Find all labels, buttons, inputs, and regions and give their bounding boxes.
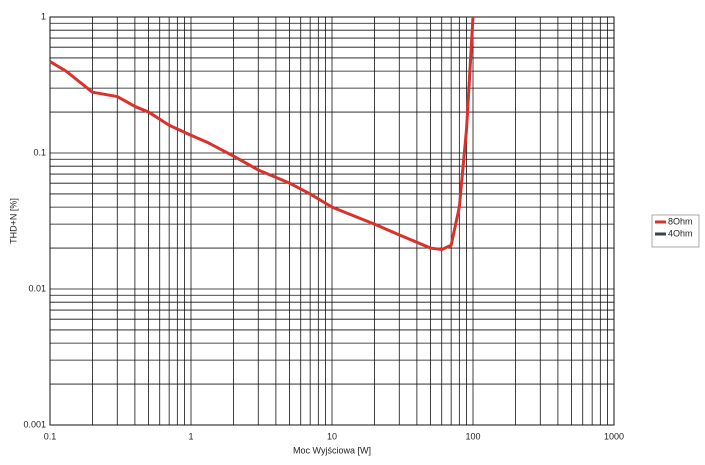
y-axis-title: THD+N [%] <box>8 198 18 244</box>
y-tick-label: 0.1 <box>33 147 46 157</box>
x-tick-label: 0.1 <box>44 431 57 441</box>
x-tick-label: 1 <box>188 431 193 441</box>
x-tick-label: 1000 <box>604 431 624 441</box>
y-tick-label: 0.001 <box>23 419 46 429</box>
x-axis-title: Moc Wyjściowa [W] <box>293 445 371 455</box>
legend-box <box>651 214 700 248</box>
data-line <box>49 16 475 252</box>
y-tick-label: 1 <box>41 11 46 21</box>
plot-frame <box>49 16 615 426</box>
x-tick-label: 100 <box>465 431 480 441</box>
legend-label: 8Ohm <box>668 216 693 226</box>
y-tick-label: 0.01 <box>28 283 46 293</box>
legend-label: 4Ohm <box>668 228 693 238</box>
x-tick-label: 10 <box>327 431 337 441</box>
